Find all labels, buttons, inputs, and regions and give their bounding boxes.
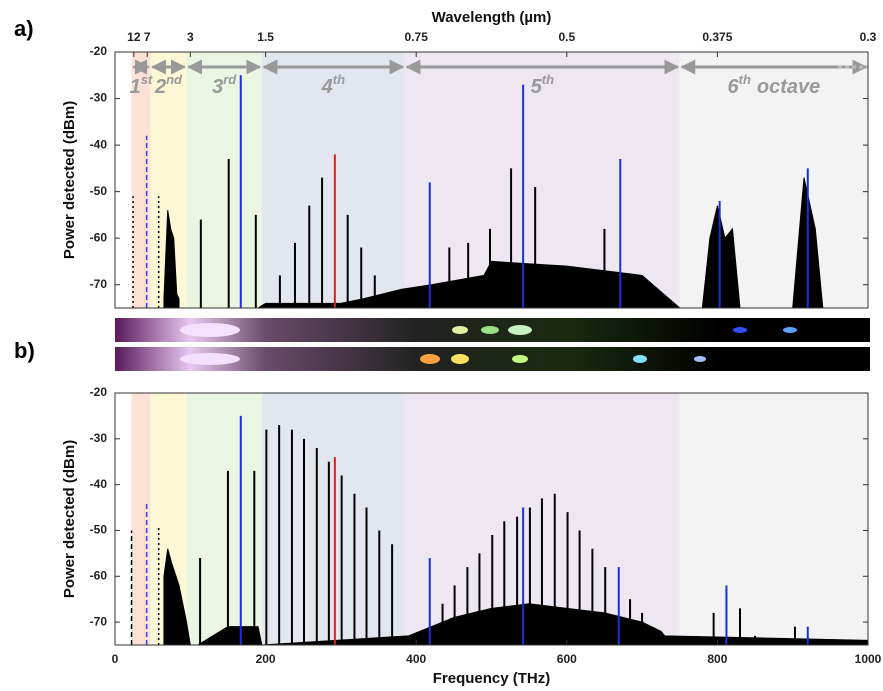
x2-tick-label: 7 (144, 30, 151, 44)
y-tick-label: -70 (90, 614, 108, 628)
panel-label: a) (14, 16, 34, 41)
y-tick-label: -60 (90, 568, 108, 582)
x2-tick-label: 3 (187, 30, 194, 44)
octave-band (679, 393, 868, 645)
y-tick-label: -50 (90, 523, 108, 537)
y-axis-label: Power detected (dBm) (61, 440, 78, 598)
x2-tick-label: 12 (127, 30, 141, 44)
octave-suffix: st (141, 72, 153, 87)
x2-tick-label: 0.5 (558, 30, 575, 44)
octave-suffix: rd (223, 72, 237, 87)
x-tick-label: 1000 (855, 652, 882, 666)
plot-frame (114, 51, 869, 309)
octave-number: 4 (321, 76, 333, 98)
octave-label: 5th (531, 72, 554, 98)
octave-number: 2 (154, 76, 166, 98)
x-tick-label: 400 (406, 652, 426, 666)
x2-tick-label: 1.5 (257, 30, 274, 44)
y-tick-label: -70 (90, 277, 108, 291)
octave-label: 1st (130, 72, 153, 98)
octave-band (186, 393, 262, 645)
y-tick-label: -60 (90, 230, 108, 244)
octave-number: 1 (130, 76, 141, 98)
octave-label: 4th (321, 72, 345, 98)
octave-band (261, 393, 405, 645)
y-tick-label: -30 (90, 91, 108, 105)
x-tick-label: 0 (112, 652, 119, 666)
x2-tick-label: 0.75 (405, 30, 429, 44)
plot: -70 -60 -50 -40 -30 -20 Power detected (dBm) 0 2… (61, 385, 882, 687)
y-tick-label: -30 (90, 431, 108, 445)
y-tick-label: -20 (90, 44, 108, 58)
octave-band (131, 393, 151, 645)
x-tick-label: 800 (707, 652, 727, 666)
octave-suffix: th (542, 72, 554, 87)
y-tick-label: -40 (90, 137, 108, 151)
octave-number: 3 (212, 76, 223, 98)
x2-axis-label: Wavelength (µm) (432, 9, 552, 26)
octave-number: 6 (727, 76, 739, 98)
octave-band (261, 52, 405, 308)
octave-word: octave (757, 76, 820, 98)
y-axis-label: Power detected (dBm) (61, 101, 78, 259)
noise-floor (163, 548, 869, 646)
panel-label: b) (14, 338, 35, 363)
octave-label: 3rd (212, 72, 237, 98)
octave-suffix: nd (166, 72, 183, 87)
y-tick-label: -50 (90, 184, 108, 198)
x-tick-label: 600 (557, 652, 577, 666)
plot-frame (114, 392, 869, 646)
plot: 1st 2nd 3rd 4th 5th 6th octave-70-60-50-40-30-… (61, 9, 877, 309)
x-axis-label: Frequency (THz) (433, 670, 551, 686)
spectral-images (115, 318, 870, 371)
x2-tick-label: 0.375 (702, 30, 732, 44)
octave-label: 2nd (154, 72, 183, 98)
x2-tick-label: 0.3 (860, 30, 877, 44)
octave-suffix: th (739, 72, 751, 87)
octave-band (186, 52, 262, 308)
y-tick-label: -20 (90, 385, 108, 399)
octave-suffix: th (333, 72, 345, 87)
x-tick-label: 200 (256, 652, 276, 666)
octave-number: 5 (531, 76, 543, 98)
y-tick-label: -40 (90, 477, 108, 491)
octave-band (131, 52, 151, 308)
octave-label: 6th octave (727, 72, 820, 98)
